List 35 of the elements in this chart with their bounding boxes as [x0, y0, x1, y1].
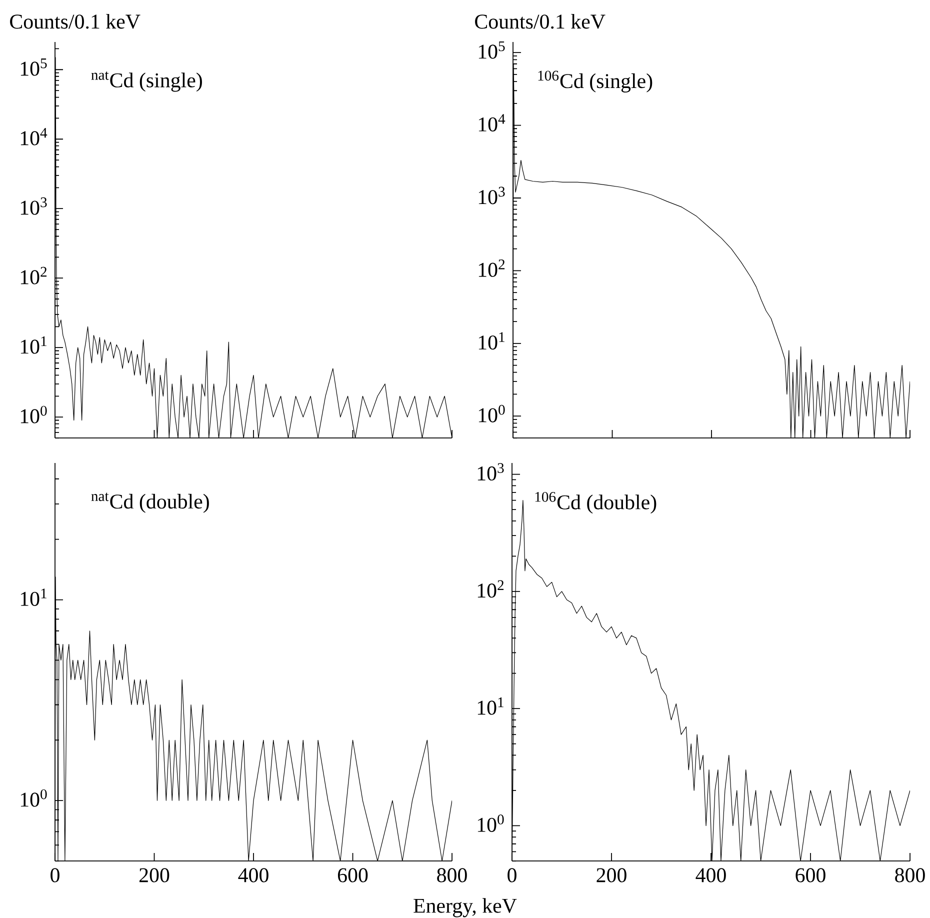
y-tick-label: 10$^{1}$ — [478, 697, 504, 715]
y-tick-label: 10$^{4}$ — [478, 114, 506, 132]
x-tick-label: 800 — [437, 868, 467, 882]
y-tick-label: 10$^{3}$ — [478, 463, 504, 481]
annotation: $^{nat}$Cd (single) — [91, 71, 202, 92]
y-tick-label: 10$^{2}$ — [478, 260, 505, 277]
x-tick-label: 400 — [238, 868, 268, 882]
x-tick-label: 600 — [796, 868, 826, 882]
y-tick-label: 10$^{3}$ — [20, 197, 47, 215]
y-tick-label: 10$^{0}$ — [478, 814, 504, 832]
y-axis-title: Counts/0.1 keV — [475, 14, 606, 29]
y-tick-label: 10$^{0}$ — [478, 404, 505, 422]
x-tick-label: 0 — [50, 868, 60, 882]
y-tick-label: 10$^{1}$ — [478, 332, 504, 350]
y-tick-label: 10$^{1}$ — [20, 336, 46, 354]
y-tick-label: 10$^{2}$ — [20, 266, 47, 284]
y-tick-label: 10$^{4}$ — [20, 128, 48, 146]
y-tick-label: 10$^{5}$ — [20, 58, 47, 76]
x-tick-label: 200 — [596, 868, 626, 882]
x-tick-label: 400 — [696, 868, 726, 882]
x-axis-title: Energy, keV — [414, 898, 517, 918]
y-axis-title: Counts/0.1 keV — [10, 14, 140, 29]
annotation: $^{106}$Cd (single) — [538, 70, 652, 92]
y-tick-label: 10$^{2}$ — [478, 580, 504, 598]
annotation: $^{nat}$Cd (double) — [91, 492, 209, 513]
y-tick-label: 10$^{0}$ — [20, 789, 47, 807]
x-tick-label: 0 — [508, 868, 516, 882]
y-tick-label: 10$^{3}$ — [478, 186, 505, 204]
y-tick-label: 10$^{5}$ — [478, 41, 505, 59]
x-tick-label: 200 — [139, 868, 170, 882]
y-tick-label: 10$^{0}$ — [20, 406, 47, 424]
y-tick-label: 10$^{1}$ — [20, 588, 46, 606]
x-tick-label: 600 — [338, 868, 368, 882]
annotation: $^{106}$Cd (double) — [535, 492, 656, 514]
x-tick-label: 800 — [895, 868, 925, 882]
